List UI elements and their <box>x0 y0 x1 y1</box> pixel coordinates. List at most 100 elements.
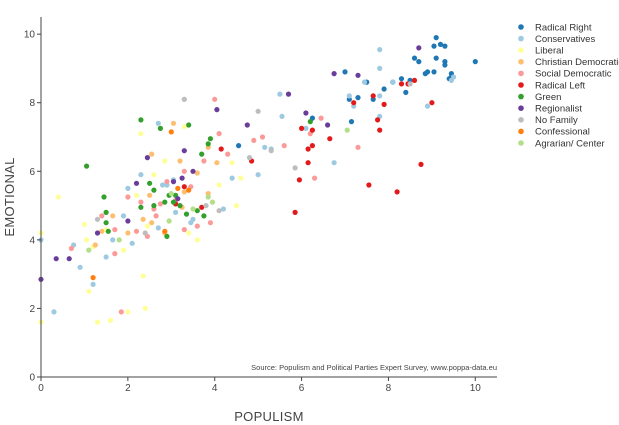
data-point <box>183 211 190 217</box>
data-point <box>153 213 159 219</box>
y-ticks: 0 2 4 6 8 10 <box>24 30 41 384</box>
data-point <box>66 256 72 262</box>
legend-item[interactable]: No Family <box>518 115 578 126</box>
data-point <box>173 209 179 215</box>
data-point <box>138 172 144 178</box>
data-point <box>138 199 144 205</box>
data-point <box>377 127 383 133</box>
data-point <box>125 194 131 200</box>
data-point <box>411 55 418 61</box>
data-point <box>181 124 187 130</box>
data-point <box>255 172 261 178</box>
data-point <box>381 86 387 92</box>
legend-item[interactable]: Radical Left <box>518 80 586 91</box>
data-point <box>142 305 148 311</box>
data-point <box>216 208 222 214</box>
data-point <box>429 100 435 106</box>
legend-label: Conservatives <box>535 34 595 45</box>
legend-item[interactable]: Conservatives <box>518 34 595 45</box>
data-point <box>325 122 331 128</box>
legend-item[interactable]: Green <box>518 92 561 103</box>
data-point <box>160 182 166 188</box>
data-point <box>281 143 287 149</box>
data-point <box>411 77 418 83</box>
legend-item[interactable]: Confessional <box>518 127 590 138</box>
series-radical-right <box>236 35 478 149</box>
legend-item[interactable]: Social Democratic <box>518 69 612 80</box>
data-point <box>138 131 144 137</box>
data-point <box>225 151 231 157</box>
data-point <box>361 79 368 85</box>
data-point <box>355 144 361 150</box>
legend-marker <box>518 105 524 111</box>
data-point <box>103 254 109 260</box>
legend-marker <box>518 128 524 135</box>
data-point <box>416 45 422 51</box>
data-point <box>151 172 157 178</box>
data-point <box>125 309 131 315</box>
data-point <box>214 160 220 166</box>
data-point <box>296 177 302 183</box>
data-point <box>133 180 140 186</box>
y-tick-label: 10 <box>24 30 36 41</box>
legend-marker <box>518 59 524 65</box>
y-tick-label: 2 <box>29 304 35 315</box>
data-point <box>144 155 150 161</box>
data-point <box>181 184 187 190</box>
data-point <box>86 288 92 294</box>
legend-item[interactable]: Regionalist <box>518 104 582 115</box>
source-annotation: Source: Populism and Political Parties E… <box>251 363 497 372</box>
data-point <box>424 103 431 109</box>
legend-marker <box>518 47 524 53</box>
data-point <box>229 160 235 166</box>
legend-label: Liberal <box>535 46 564 57</box>
data-point <box>437 41 444 48</box>
data-point <box>181 148 187 154</box>
series-no-family <box>94 81 413 236</box>
legend-item[interactable]: Agrarian/ Center <box>518 138 605 149</box>
series-confessional <box>90 129 192 281</box>
data-point <box>285 91 292 97</box>
series-christian-democratic <box>92 120 220 248</box>
legend-marker <box>518 70 524 77</box>
data-point <box>55 194 62 200</box>
data-point <box>149 151 155 157</box>
data-point <box>157 125 163 131</box>
data-point <box>151 187 157 193</box>
series-liberal <box>38 124 244 325</box>
data-point <box>125 185 131 191</box>
data-point <box>472 59 478 65</box>
legend-label: Christian Democratic <box>535 57 619 68</box>
legend-item[interactable]: Radical Right <box>518 22 592 33</box>
legend-item[interactable]: Liberal <box>518 46 564 57</box>
data-point <box>209 199 216 205</box>
data-point <box>268 148 274 154</box>
data-point <box>398 81 405 87</box>
data-point <box>190 168 196 174</box>
data-point <box>207 136 213 142</box>
data-point <box>147 192 153 198</box>
legend: Radical RightConservativesLiberalChristi… <box>518 22 619 149</box>
data-point <box>181 96 187 102</box>
data-point <box>431 69 437 75</box>
data-point <box>177 158 183 164</box>
data-point <box>351 100 357 106</box>
data-point <box>120 247 127 253</box>
y-tick-label: 0 <box>29 373 35 384</box>
data-point <box>370 93 376 99</box>
data-point <box>355 72 361 78</box>
data-point <box>309 127 315 133</box>
legend-marker <box>518 140 524 146</box>
data-point <box>175 185 181 191</box>
data-point <box>303 125 309 131</box>
data-point <box>107 317 114 323</box>
data-point <box>203 203 209 209</box>
data-point <box>251 137 257 143</box>
series-social-democratic <box>68 96 361 315</box>
data-point <box>205 194 211 200</box>
data-point <box>168 191 174 197</box>
series-regionalist <box>38 45 422 282</box>
legend-item[interactable]: Christian Democratic <box>518 57 619 68</box>
data-point <box>166 218 172 224</box>
data-point <box>199 151 205 157</box>
